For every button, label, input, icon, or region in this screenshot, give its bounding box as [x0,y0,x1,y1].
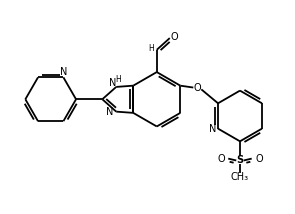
Text: N: N [209,124,217,134]
Text: N: N [109,78,116,88]
Text: H: H [149,44,154,53]
Text: N: N [60,67,67,77]
Text: N: N [106,107,113,117]
Text: O: O [255,154,263,164]
Text: O: O [194,83,201,93]
Text: CH₃: CH₃ [231,172,249,183]
Text: H: H [116,75,121,84]
Text: S: S [236,155,244,165]
Text: O: O [171,32,178,42]
Text: O: O [217,154,224,164]
